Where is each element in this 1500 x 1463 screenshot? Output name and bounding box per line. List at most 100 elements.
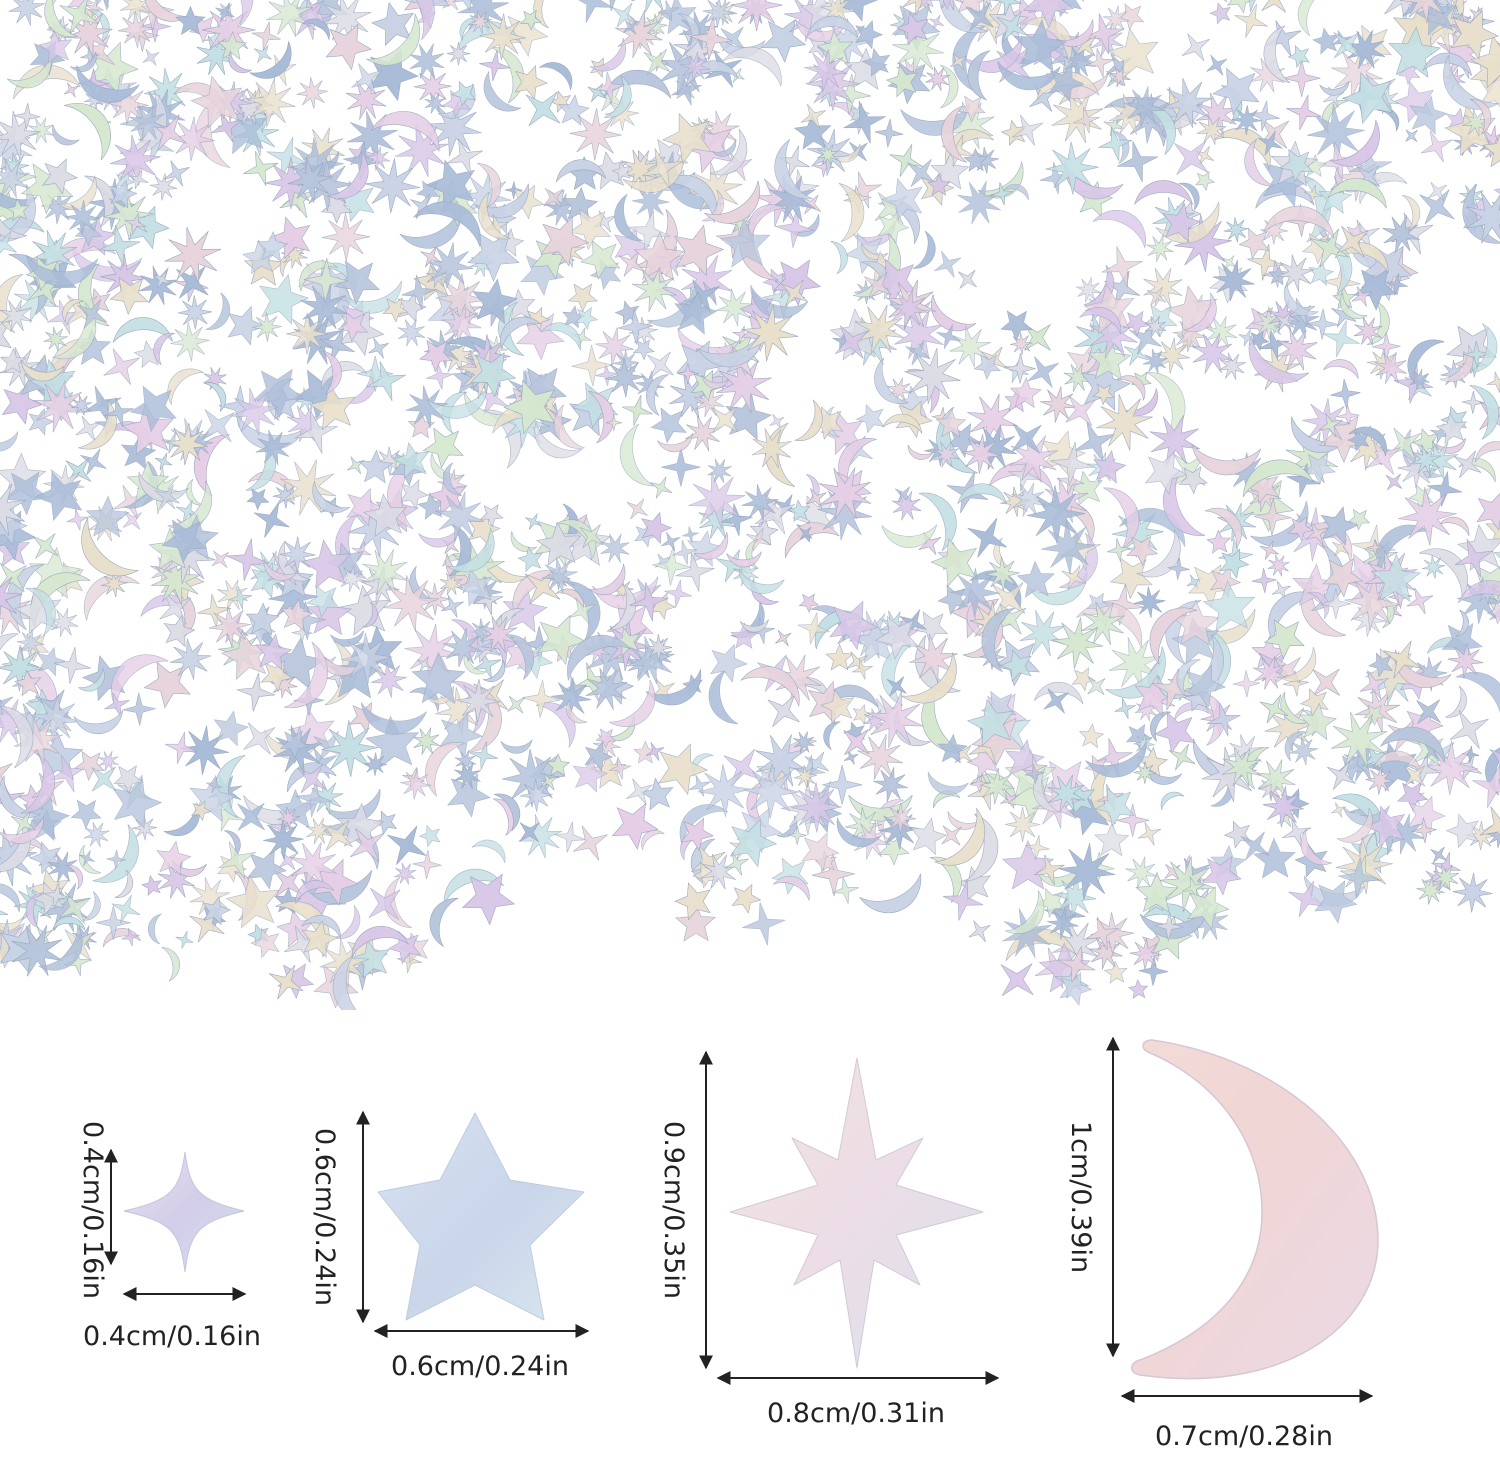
- confetti-piece: [688, 472, 746, 530]
- confetti-piece: [569, 108, 622, 161]
- confetti-piece: [1142, 348, 1168, 374]
- confetti-piece: [873, 767, 908, 802]
- confetti-piece: [301, 18, 330, 40]
- confetti-piece: [1000, 119, 1027, 146]
- confetti-piece: [1312, 668, 1341, 697]
- confetti-piece: [1359, 670, 1389, 700]
- confetti-piece: [1134, 180, 1193, 205]
- confetti-piece: [1111, 130, 1130, 164]
- confetti-piece: [975, 0, 998, 9]
- confetti-piece: [1098, 126, 1133, 161]
- confetti-piece: [1363, 704, 1386, 726]
- confetti-piece: [1365, 766, 1395, 795]
- confetti-piece: [0, 775, 41, 819]
- confetti-piece: [502, 634, 534, 680]
- confetti-piece: [884, 802, 917, 835]
- confetti-piece: [967, 50, 991, 101]
- confetti-piece: [387, 825, 427, 865]
- confetti-piece: [243, 150, 279, 187]
- confetti-piece: [1160, 791, 1185, 810]
- confetti-piece: [1232, 670, 1261, 698]
- confetti-piece: [266, 0, 314, 38]
- confetti-piece: [111, 654, 169, 710]
- confetti-piece: [249, 41, 292, 79]
- confetti-piece: [30, 694, 80, 743]
- confetti-piece: [1318, 413, 1343, 437]
- confetti-piece: [1024, 763, 1045, 784]
- confetti-piece: [1263, 25, 1291, 84]
- confetti-piece: [92, 824, 139, 883]
- confetti-piece: [838, 182, 865, 243]
- confetti-piece: [1047, 774, 1086, 813]
- confetti-piece: [468, 10, 492, 34]
- sample-four-point-star: 0.4cm/0.16in 0.4cm/0.16in: [77, 1121, 261, 1352]
- confetti-piece: [457, 0, 509, 34]
- confetti-piece: [1323, 359, 1359, 379]
- confetti-piece: [1150, 711, 1172, 742]
- confetti-piece: [228, 586, 253, 610]
- confetti-piece: [299, 260, 338, 292]
- confetti-piece: [1171, 599, 1220, 646]
- confetti-piece: [645, 634, 673, 662]
- confetti-piece: [1059, 971, 1093, 1006]
- confetti-piece: [1201, 856, 1242, 896]
- confetti-piece: [67, 0, 94, 16]
- confetti-piece: [661, 447, 701, 487]
- confetti-piece: [1307, 591, 1330, 619]
- confetti-piece: [539, 62, 573, 91]
- confetti-piece: [260, 659, 294, 693]
- confetti-piece: [519, 822, 540, 843]
- confetti-piece: [1186, 886, 1230, 930]
- confetti-piece: [220, 630, 271, 680]
- confetti-piece: [49, 608, 79, 637]
- confetti-piece: [674, 882, 711, 921]
- confetti-piece: [1257, 130, 1283, 156]
- confetti-piece: [702, 0, 734, 28]
- confetti-piece: [992, 0, 1023, 16]
- confetti-piece: [1465, 191, 1500, 244]
- confetti-piece: [1411, 817, 1437, 844]
- confetti-piece: [11, 925, 63, 977]
- confetti-piece: [755, 494, 796, 535]
- confetti-piece: [0, 505, 28, 546]
- confetti-piece: [446, 41, 471, 66]
- confetti-piece: [1129, 937, 1162, 971]
- confetti-piece: [208, 0, 254, 27]
- confetti-piece: [595, 327, 634, 367]
- confetti-piece: [1009, 377, 1042, 409]
- confetti-piece: [111, 894, 141, 924]
- confetti-piece: [275, 901, 330, 958]
- confetti-piece: [1457, 580, 1500, 614]
- confetti-piece: [609, 583, 637, 631]
- confetti-piece: [152, 270, 171, 289]
- confetti-piece: [1000, 310, 1033, 342]
- confetti-piece: [748, 204, 786, 241]
- confetti-piece: [57, 175, 97, 210]
- confetti-piece: [455, 568, 493, 607]
- confetti-piece: [1024, 324, 1051, 351]
- confetti-piece: [351, 926, 409, 957]
- confetti-piece: [950, 567, 1000, 618]
- confetti-piece: [1426, 471, 1463, 507]
- confetti-piece: [1409, 95, 1448, 135]
- confetti-piece: [1435, 412, 1468, 444]
- confetti-piece: [34, 471, 83, 522]
- confetti-piece: [225, 874, 280, 929]
- confetti-piece: [503, 379, 556, 435]
- confetti-piece: [504, 181, 523, 199]
- confetti-piece: [1058, 842, 1116, 901]
- confetti-piece: [70, 799, 102, 830]
- confetti-piece: [163, 802, 200, 837]
- confetti-piece: [674, 291, 718, 335]
- confetti-piece: [836, 0, 879, 22]
- confetti-piece: [781, 279, 808, 307]
- confetti-piece: [322, 819, 353, 851]
- confetti-piece: [761, 18, 807, 63]
- confetti-piece: [1399, 0, 1450, 24]
- confetti-piece: [941, 105, 967, 163]
- confetti-piece: [443, 868, 504, 905]
- confetti-piece: [1, 382, 43, 425]
- confetti-piece: [1418, 440, 1459, 481]
- confetti-piece: [461, 873, 516, 926]
- confetti-piece: [1183, 292, 1217, 332]
